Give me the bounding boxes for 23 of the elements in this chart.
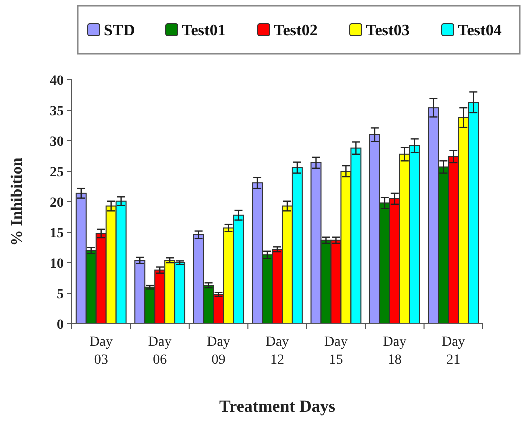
x-tick-label: Day 12 xyxy=(266,335,290,368)
legend-label: STD xyxy=(104,22,136,40)
legend-label: Test04 xyxy=(458,22,502,40)
x-tick-label: Day 15 xyxy=(324,335,348,368)
y-tick-label: 30 xyxy=(50,134,64,150)
legend-label: Test02 xyxy=(274,22,318,40)
y-tick-label: 15 xyxy=(50,226,64,242)
x-tick-label: Day 03 xyxy=(90,335,114,368)
y-tick-label: 35 xyxy=(50,104,64,120)
x-axis-title: Treatment Days xyxy=(220,397,336,416)
y-tick-label: 5 xyxy=(57,287,64,302)
y-axis-title: % Inhibition xyxy=(9,158,26,246)
x-tick-label: Day 09 xyxy=(207,335,230,368)
x-tick-label: Day 06 xyxy=(148,335,172,368)
legend-label: Test03 xyxy=(366,22,410,40)
y-tick-label: 25 xyxy=(50,165,64,180)
x-tick-label: Day 18 xyxy=(383,335,407,368)
y-tick-label: 20 xyxy=(50,196,64,211)
y-tick-label: 40 xyxy=(50,74,64,89)
x-tick-label: Day 21 xyxy=(442,335,466,368)
y-tick-label: 10 xyxy=(50,256,64,272)
y-tick-label: 0 xyxy=(57,318,64,333)
legend-label: Test01 xyxy=(182,22,226,40)
